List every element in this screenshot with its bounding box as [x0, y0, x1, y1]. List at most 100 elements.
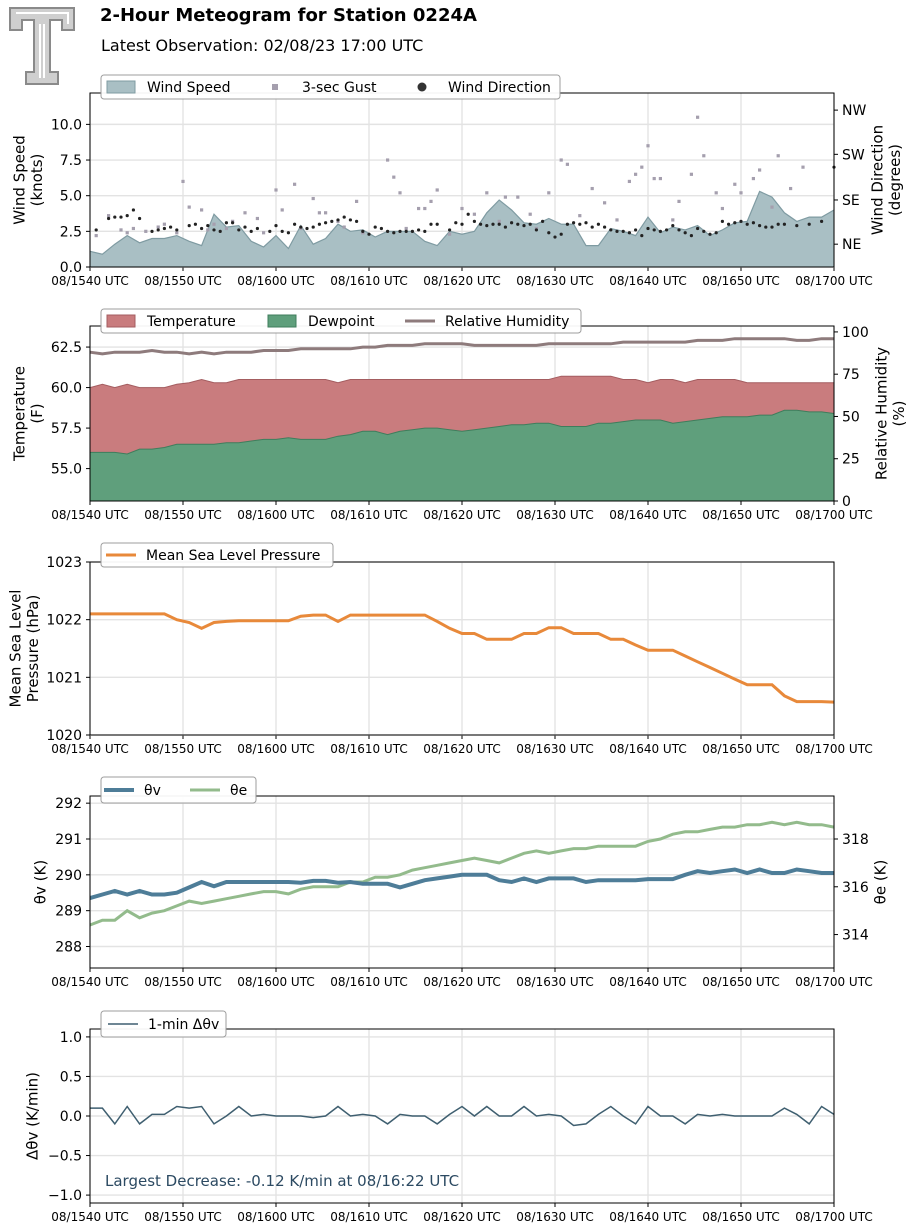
y-tick-label: 290	[55, 868, 82, 884]
gust-point	[386, 158, 390, 162]
x-tick-label: 08/1600 UTC	[237, 1210, 314, 1224]
wind-direction-point	[348, 218, 352, 222]
y-tick-label: 7.5	[60, 153, 82, 169]
wind-direction-point	[627, 231, 632, 235]
legend-label: 1-min Δθv	[148, 1017, 219, 1033]
y2-axis-label-line: Relative Humidity	[873, 347, 891, 480]
x-tick-label: 08/1640 UTC	[609, 975, 686, 989]
x-tick-label: 08/1650 UTC	[702, 975, 779, 989]
wind-direction-point	[516, 222, 520, 226]
x-tick-label: 08/1540 UTC	[51, 274, 128, 288]
wind-direction-point	[578, 222, 582, 226]
x-tick-label: 08/1600 UTC	[237, 274, 314, 288]
wind-direction-point	[696, 226, 700, 231]
gust-point	[528, 212, 532, 216]
y-axis-label-line: Temperature	[11, 366, 29, 462]
wind-direction-point	[807, 222, 811, 226]
wind-direction-point	[491, 222, 495, 226]
wind-direction-point	[311, 225, 315, 229]
x-tick-label: 08/1550 UTC	[144, 742, 221, 756]
gust-point	[689, 172, 693, 176]
wind-direction-point	[603, 225, 607, 229]
x-tick-label: 08/1600 UTC	[237, 742, 314, 756]
gust-point	[181, 179, 185, 184]
wind-direction-point	[94, 228, 98, 232]
wind-direction-point	[572, 221, 576, 225]
gust-point	[758, 168, 762, 172]
wind-direction-point	[218, 229, 222, 233]
x-tick-label: 08/1550 UTC	[144, 1210, 221, 1224]
x-tick-label: 08/1630 UTC	[516, 508, 593, 522]
wind-direction-point	[224, 221, 228, 225]
wind-direction-point	[330, 219, 334, 223]
gust-point	[646, 144, 650, 148]
wind-direction-point	[398, 229, 402, 233]
gust-point	[324, 211, 328, 215]
gust-point	[460, 206, 464, 211]
wind-direction-point	[764, 225, 768, 229]
largest-decrease-annotation: Largest Decrease: -0.12 K/min at 08/16:2…	[105, 1172, 459, 1190]
axes-frame	[89, 561, 835, 736]
y2-tick-label: 100	[842, 325, 869, 341]
chart-subtitle: Latest Observation: 02/08/23 17:00 UTC	[101, 36, 424, 55]
legend-frame	[100, 1010, 227, 1038]
legend-label: Temperature	[146, 314, 236, 330]
gust-point	[615, 218, 619, 222]
gust-point	[677, 199, 681, 203]
y-tick-label: 1021	[46, 670, 82, 686]
y2-tick-label: NW	[842, 103, 866, 119]
wind-direction-point	[522, 224, 526, 228]
y2-tick-label: NE	[842, 237, 861, 253]
wind-direction-point	[404, 229, 408, 233]
wind-direction-point	[460, 222, 464, 226]
wind-direction-point	[714, 231, 718, 235]
gust-point	[485, 191, 489, 195]
y2-tick-label: 75	[842, 367, 860, 383]
wind-direction-point	[646, 226, 650, 231]
gust-point	[503, 195, 507, 199]
y2-tick-label: 314	[842, 928, 869, 944]
gust-point	[448, 232, 452, 236]
gust-point	[280, 208, 284, 212]
legend-label: 3-sec Gust	[302, 80, 377, 96]
wind-direction-point	[621, 229, 625, 233]
legend-swatch	[106, 80, 136, 94]
wind-direction-point	[367, 232, 371, 236]
gust-point	[565, 162, 569, 166]
y2-tick-label: SW	[842, 147, 865, 163]
y-axis-label-line: Pressure (hPa)	[24, 595, 42, 703]
wind-direction-point	[237, 228, 241, 232]
y-axis-label-line: Δθv (K/min)	[23, 1072, 41, 1160]
x-tick-label: 08/1620 UTC	[423, 975, 500, 989]
wind-direction-point	[590, 225, 594, 229]
wind-direction-point	[671, 224, 675, 228]
y-tick-label: 2.5	[60, 224, 82, 240]
gust-point	[94, 234, 98, 238]
wind-direction-point	[497, 222, 501, 226]
gust-point	[423, 206, 427, 211]
x-tick-label: 08/1700 UTC	[795, 975, 872, 989]
pressure-line	[90, 612, 835, 704]
y2-axis-label: θe (K)	[871, 860, 889, 905]
legend-label: Wind Direction	[448, 80, 551, 96]
y-tick-label: 289	[55, 904, 82, 920]
gust-point	[435, 188, 439, 192]
axes-frame	[89, 795, 835, 969]
wind-direction-point	[596, 222, 601, 226]
wind-direction-point	[429, 222, 433, 226]
gust-point	[162, 222, 166, 226]
x-tick-label: 08/1620 UTC	[423, 274, 500, 288]
y-axis-label-line: Wind Speed	[11, 135, 29, 225]
gust-point	[770, 205, 774, 209]
gust-point	[311, 196, 315, 201]
axes-frame	[89, 1028, 835, 1204]
wind-direction-point	[733, 221, 737, 225]
gust-point	[547, 191, 551, 195]
gust-point	[516, 195, 520, 199]
gust-point	[107, 214, 111, 218]
gust-point	[417, 206, 421, 211]
legend-label: Mean Sea Level Pressure	[146, 548, 320, 564]
x-tick-label: 08/1620 UTC	[423, 1210, 500, 1224]
gust-point	[119, 228, 123, 232]
wind-direction-point	[175, 228, 179, 232]
